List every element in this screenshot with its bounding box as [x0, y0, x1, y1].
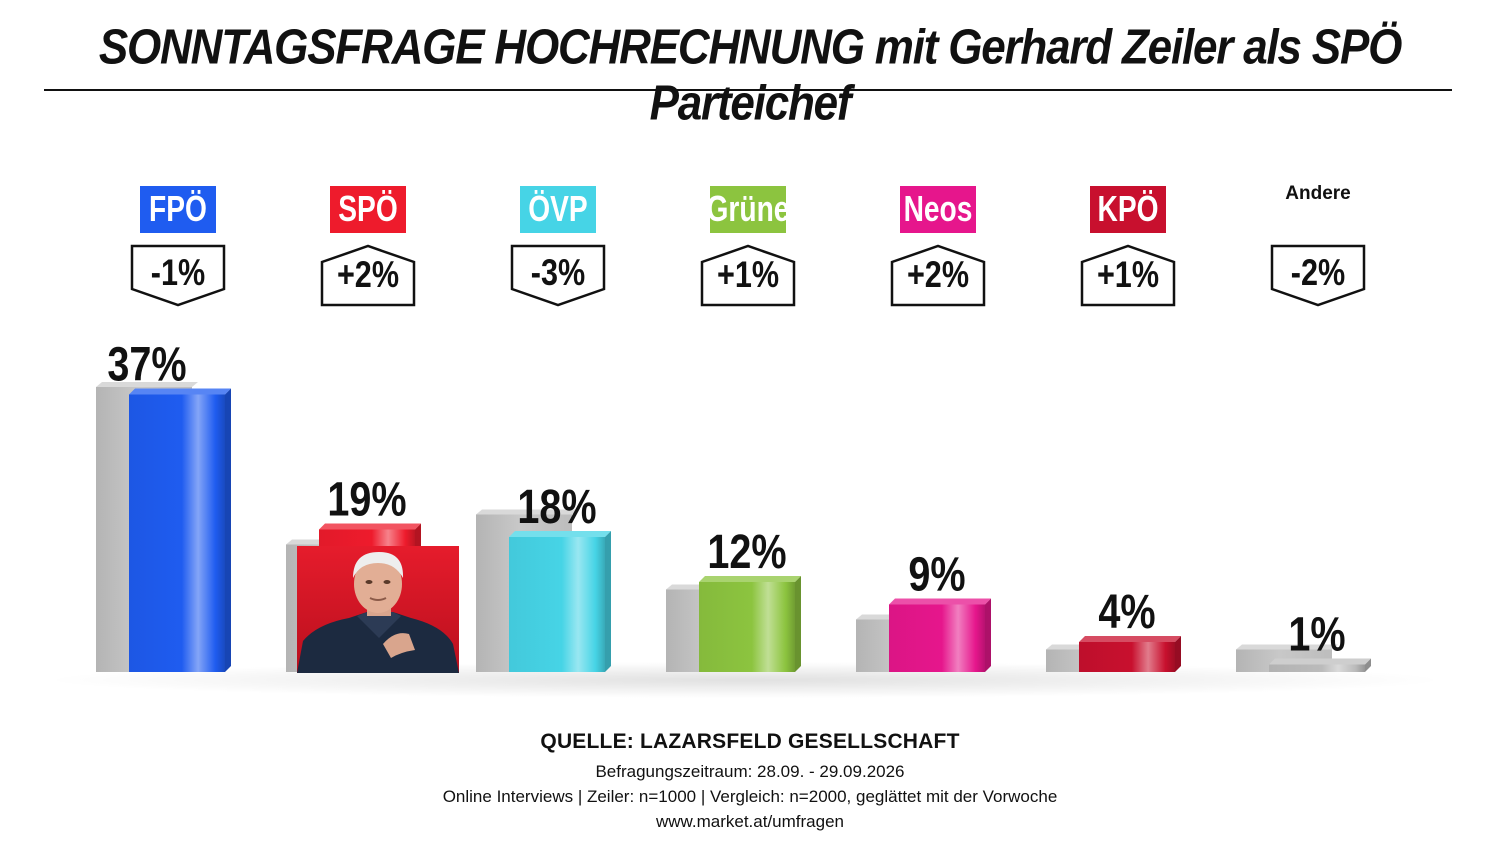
party-label-box — [330, 186, 406, 233]
value-bar — [1269, 664, 1365, 672]
party-label-box — [140, 186, 216, 233]
party-label: ÖVP — [528, 189, 587, 229]
source-url: www.market.at/umfragen — [655, 812, 844, 831]
value-bar-side — [605, 531, 611, 672]
value-label: 19% — [327, 473, 406, 527]
change-label: +2% — [907, 254, 969, 296]
value-bar — [699, 582, 795, 672]
value-bar-top — [1269, 658, 1371, 665]
value-bar-top — [129, 388, 231, 395]
change-badge — [320, 244, 416, 307]
party-label: Andere — [1285, 183, 1350, 204]
value-bar — [1079, 642, 1175, 672]
value-label: 37% — [107, 338, 186, 392]
change-badge — [510, 244, 606, 307]
change-label: +2% — [337, 254, 399, 296]
change-label: +1% — [717, 254, 779, 296]
value-bar-side — [225, 388, 231, 672]
value-label: 9% — [908, 548, 965, 602]
change-label: -2% — [1291, 252, 1345, 294]
previous-bar-top — [96, 382, 198, 387]
change-label: +1% — [1097, 254, 1159, 296]
candidate-photo — [297, 546, 459, 673]
value-bar-side — [985, 598, 991, 672]
value-bar-top — [699, 576, 801, 582]
value-bar-side — [1365, 658, 1371, 672]
party-label: Grüne — [707, 189, 790, 229]
party-label-box — [520, 186, 596, 233]
value-bar-top — [319, 523, 421, 530]
party-label: Neos — [904, 189, 973, 229]
party-label: FPÖ — [149, 189, 207, 229]
party-label: KPÖ — [1097, 189, 1158, 229]
change-badge — [890, 244, 986, 307]
change-badge — [1080, 244, 1176, 307]
methodology-note: Online Interviews | Zeiler: n=1000 | Ver… — [442, 787, 1058, 806]
change-badge — [1270, 244, 1366, 307]
party-label: SPÖ — [338, 189, 397, 229]
value-bar — [509, 537, 605, 672]
chart-title: SONNTAGSFRAGE HOCHRECHNUNG mit Gerhard Z… — [98, 20, 1402, 131]
change-badge — [130, 244, 226, 307]
value-bar — [889, 604, 985, 672]
value-label: 12% — [707, 525, 786, 579]
previous-bar-top — [476, 509, 578, 515]
value-label: 1% — [1288, 608, 1345, 662]
party-label-box — [1090, 186, 1166, 233]
party-label-box — [710, 186, 786, 233]
value-bar-side — [1175, 636, 1181, 672]
previous-bar-top — [1236, 644, 1338, 650]
change-label: -1% — [151, 252, 205, 294]
value-bar — [129, 394, 225, 672]
title-divider — [44, 89, 1452, 91]
value-bar-top — [1079, 636, 1181, 642]
party-label-box — [900, 186, 976, 233]
value-bar-top — [889, 598, 991, 605]
source-line: QUELLE: LAZARSFELD GESELLSCHAFT — [540, 730, 960, 753]
change-badge — [700, 244, 796, 307]
change-label: -3% — [531, 252, 585, 294]
value-label: 18% — [517, 480, 596, 534]
value-bar-top — [509, 531, 611, 537]
value-label: 4% — [1098, 585, 1155, 639]
survey-period: Befragungszeitraum: 28.09. - 29.09.2026 — [595, 762, 905, 781]
value-bar-side — [795, 576, 801, 672]
